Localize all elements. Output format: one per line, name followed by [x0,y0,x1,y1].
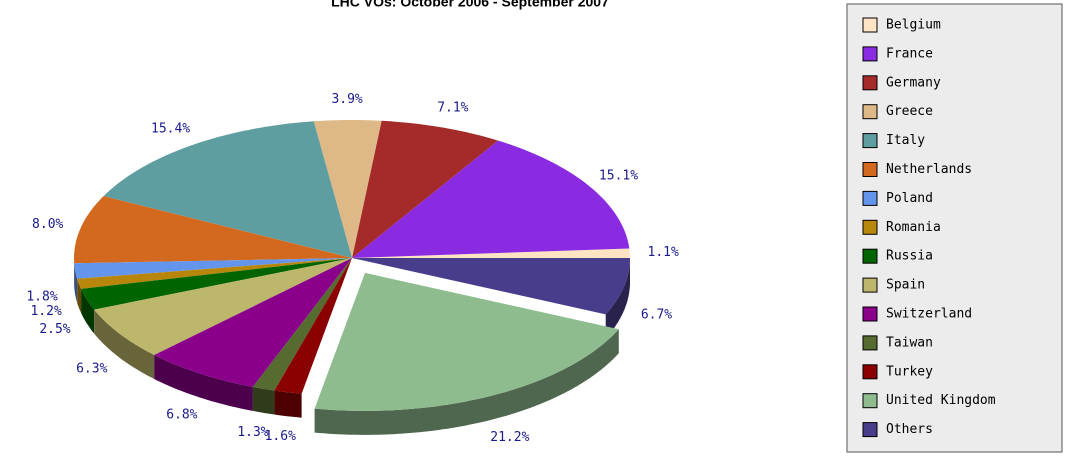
slice [77,258,352,289]
legend-label: Spain [886,278,925,293]
slice-side [605,258,630,339]
legend-label: Russia [886,249,933,264]
legend-label: France [886,46,933,61]
data-label: 2.5% [39,322,70,337]
legend-swatch [862,364,878,380]
legend-swatch [862,306,878,322]
slice [274,258,352,394]
slice [352,248,630,258]
legend-label: Others [886,422,933,437]
legend-swatch [862,190,878,206]
data-label: 3.9% [331,92,362,107]
legend-label: Germany [886,75,941,90]
slice-side [77,278,82,313]
legend-swatch [862,422,878,438]
slice [81,258,352,310]
legend-swatch [862,133,878,149]
legend-label: Belgium [886,18,941,33]
legend-swatch [862,104,878,120]
slice [252,258,352,391]
slice-side [154,355,253,411]
data-label: 7.1% [437,100,468,115]
data-label: 1.2% [30,304,61,319]
data-label: 15.4% [151,122,190,137]
legend-label: Switzerland [886,307,972,322]
data-label: 6.7% [641,308,672,323]
data-label: 8.0% [32,217,63,232]
data-label: 15.1% [599,168,638,183]
legend-label: Romania [886,220,941,235]
legend-swatch [862,277,878,293]
legend-label: Greece [886,104,933,119]
legend-swatch [862,248,878,264]
slice [352,140,630,258]
legend-label: Turkey [886,364,933,379]
legend-swatch [862,335,878,351]
legend-swatch [862,393,878,409]
data-label: 1.8% [26,289,57,304]
slice-side [94,309,155,379]
legend-label: Italy [886,133,925,148]
legend-label: Poland [886,191,933,206]
data-label: 6.3% [76,362,107,377]
slice-side [274,390,302,418]
legend-box [846,3,1063,453]
slice [352,120,498,258]
slice [74,258,352,279]
data-label: 6.8% [166,407,197,422]
slice-side [252,386,275,415]
slice [314,272,619,411]
slice-side [314,329,619,435]
slice-side [81,288,95,334]
data-label: 1.6% [265,429,296,444]
legend-label: United Kingdom [886,393,996,408]
data-label: 1.1% [648,245,679,260]
slice [94,258,352,355]
data-label: 1.3% [237,425,268,440]
legend-label: Taiwan [886,335,933,350]
slice [313,120,382,258]
slice [154,258,352,387]
legend-swatch [862,219,878,235]
slice [74,196,352,264]
data-label: 21.2% [490,430,529,445]
legend-swatch [862,75,878,91]
legend-swatch [862,162,878,177]
slice [352,258,630,315]
legend-swatch [862,46,878,62]
slice-side [74,263,78,303]
slice [103,121,352,258]
legend-label: Netherlands [886,162,972,177]
legend-swatch [862,17,878,33]
chart-title: LHC VOs: October 2006 - September 2007 [331,0,609,10]
